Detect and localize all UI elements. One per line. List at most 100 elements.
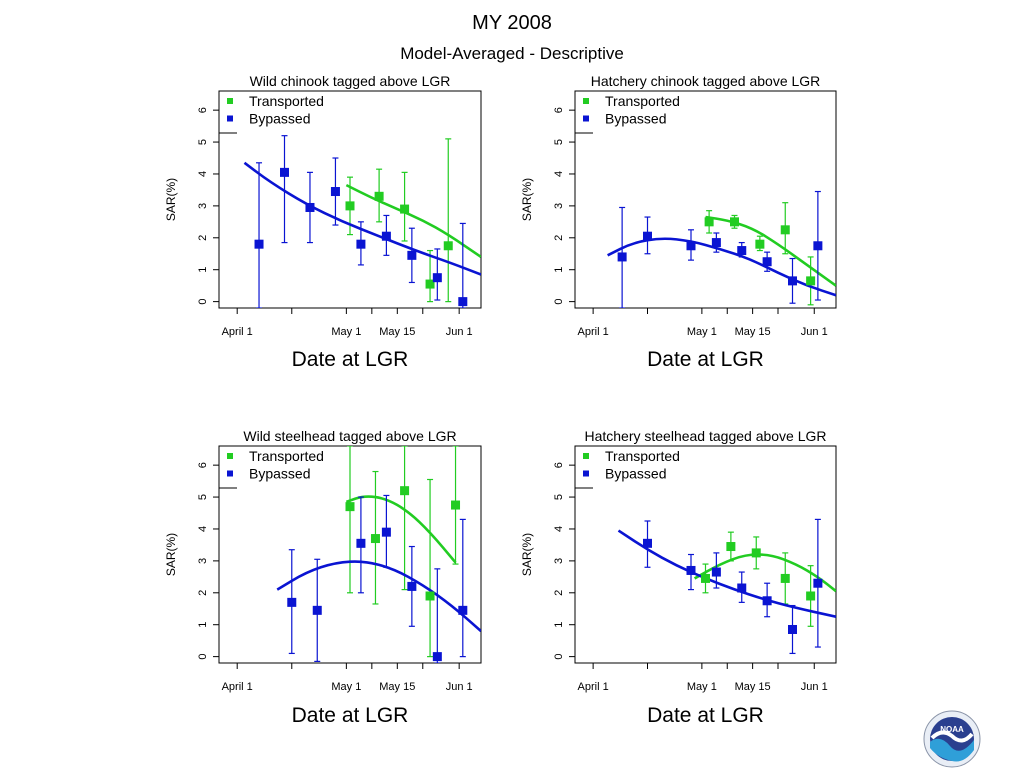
x-axis-label: Date at LGR bbox=[647, 704, 764, 727]
bypassed-point bbox=[686, 241, 696, 251]
transported-point bbox=[425, 591, 435, 601]
y-tick-label: 3 bbox=[197, 203, 209, 209]
legend-swatch-transported bbox=[583, 453, 589, 459]
bypassed-point bbox=[356, 239, 366, 249]
bypassed-point bbox=[762, 257, 772, 267]
plot-frame bbox=[574, 90, 837, 309]
plot-area bbox=[243, 135, 481, 308]
x-tick-label: April 1 bbox=[222, 326, 253, 338]
legend-swatch-bypassed bbox=[583, 115, 589, 122]
bypassed-point bbox=[788, 276, 797, 286]
chart-panel-2: Hatchery chinook tagged above LGR 0 1 2 3 4 5 6… bbox=[520, 73, 837, 371]
transported-point bbox=[345, 502, 355, 512]
x-tick-label: April 1 bbox=[222, 681, 253, 693]
x-tick-label: May 1 bbox=[331, 326, 361, 338]
legend-label-transported: Transported bbox=[249, 448, 324, 464]
y-tick-label: 4 bbox=[553, 526, 565, 532]
y-tick-label: 2 bbox=[553, 235, 565, 241]
y-tick-label: 4 bbox=[197, 526, 209, 532]
transported-fit-curve bbox=[705, 215, 836, 287]
bypassed-point bbox=[686, 565, 696, 575]
y-tick-label: 0 bbox=[197, 654, 209, 660]
y-tick-label: 5 bbox=[553, 139, 565, 145]
y-tick-label: 0 bbox=[553, 299, 565, 305]
plot-frame bbox=[574, 445, 837, 664]
legend-swatch-transported bbox=[227, 98, 233, 104]
x-axis-label: Date at LGR bbox=[647, 348, 764, 371]
transported-point bbox=[704, 217, 714, 227]
transported-fit-curve bbox=[345, 495, 457, 564]
legend-label-bypassed: Bypassed bbox=[605, 111, 666, 127]
legend-label-bypassed: Bypassed bbox=[605, 466, 666, 482]
legend-label-bypassed: Bypassed bbox=[249, 466, 310, 482]
transported-point bbox=[400, 204, 410, 214]
transported-fit-curve bbox=[345, 183, 481, 259]
y-tick-label: 0 bbox=[553, 654, 565, 660]
bypassed-point bbox=[617, 252, 627, 262]
legend-label-transported: Transported bbox=[249, 93, 324, 109]
bypassed-point bbox=[330, 187, 340, 197]
y-tick-label: 2 bbox=[553, 590, 565, 596]
bypassed-point bbox=[788, 624, 797, 634]
legend-swatch-bypassed bbox=[227, 470, 233, 477]
bypassed-point bbox=[407, 250, 417, 260]
transported-point bbox=[780, 225, 790, 235]
x-tick-label: May 15 bbox=[379, 681, 415, 693]
transported-point bbox=[726, 542, 736, 552]
bypassed-point bbox=[254, 239, 264, 249]
bypassed-point bbox=[762, 596, 772, 606]
figure-subtitle: Model-Averaged - Descriptive bbox=[400, 44, 624, 63]
x-tick-label: Jun 1 bbox=[446, 326, 473, 338]
legend-swatch-transported bbox=[227, 453, 233, 459]
bypassed-point bbox=[711, 567, 721, 577]
bypassed-point bbox=[458, 605, 468, 615]
legend-swatch-bypassed bbox=[583, 470, 589, 477]
y-axis-label: SAR(%) bbox=[164, 178, 178, 221]
panel-title: Wild steelhead tagged above LGR bbox=[243, 428, 456, 444]
y-tick-label: 3 bbox=[553, 558, 565, 564]
y-axis-label: SAR(%) bbox=[164, 533, 178, 576]
panel-title: Hatchery chinook tagged above LGR bbox=[591, 73, 821, 89]
x-tick-label: Jun 1 bbox=[801, 681, 828, 693]
y-tick-label: 6 bbox=[197, 107, 209, 113]
bypassed-point bbox=[407, 581, 417, 591]
transported-point bbox=[400, 486, 410, 496]
legend-label-bypassed: Bypassed bbox=[249, 111, 310, 127]
x-axis-label: Date at LGR bbox=[292, 348, 409, 371]
chart-panel-4: Hatchery steelhead tagged above LGR 0 1 2 3 4… bbox=[520, 428, 837, 727]
y-tick-label: 1 bbox=[553, 622, 565, 628]
y-tick-label: 0 bbox=[197, 299, 209, 305]
bypassed-fit-curve bbox=[607, 237, 836, 297]
bypassed-point bbox=[356, 538, 366, 548]
y-axis-label: SAR(%) bbox=[520, 178, 534, 221]
y-tick-label: 4 bbox=[197, 171, 209, 177]
legend-swatch-bypassed bbox=[227, 115, 233, 122]
bypassed-fit-curve bbox=[276, 560, 481, 633]
x-tick-label: April 1 bbox=[578, 326, 609, 338]
transported-point bbox=[806, 591, 816, 601]
panel-title: Wild chinook tagged above LGR bbox=[250, 73, 451, 89]
x-tick-label: May 1 bbox=[687, 326, 717, 338]
x-tick-label: May 15 bbox=[735, 681, 771, 693]
plot-frame bbox=[218, 90, 482, 309]
figure-title: MY 2008 bbox=[472, 12, 552, 34]
bypassed-point bbox=[381, 231, 391, 241]
legend-swatch-transported bbox=[583, 98, 589, 104]
plot-area bbox=[607, 190, 836, 308]
bypassed-point bbox=[643, 538, 652, 548]
legend-label-transported: Transported bbox=[605, 448, 680, 464]
y-tick-label: 2 bbox=[197, 590, 209, 596]
x-tick-label: May 1 bbox=[687, 681, 717, 693]
transported-point bbox=[806, 276, 816, 286]
y-tick-label: 1 bbox=[553, 267, 565, 273]
y-tick-label: 2 bbox=[197, 235, 209, 241]
transported-point bbox=[701, 573, 710, 583]
bypassed-point bbox=[711, 238, 721, 248]
y-tick-label: 5 bbox=[197, 494, 209, 500]
panel-title: Hatchery steelhead tagged above LGR bbox=[584, 428, 826, 444]
x-tick-label: May 15 bbox=[379, 326, 415, 338]
bypassed-point bbox=[643, 231, 652, 241]
legend-label-transported: Transported bbox=[605, 93, 680, 109]
transported-point bbox=[751, 548, 761, 558]
y-tick-label: 6 bbox=[197, 462, 209, 468]
